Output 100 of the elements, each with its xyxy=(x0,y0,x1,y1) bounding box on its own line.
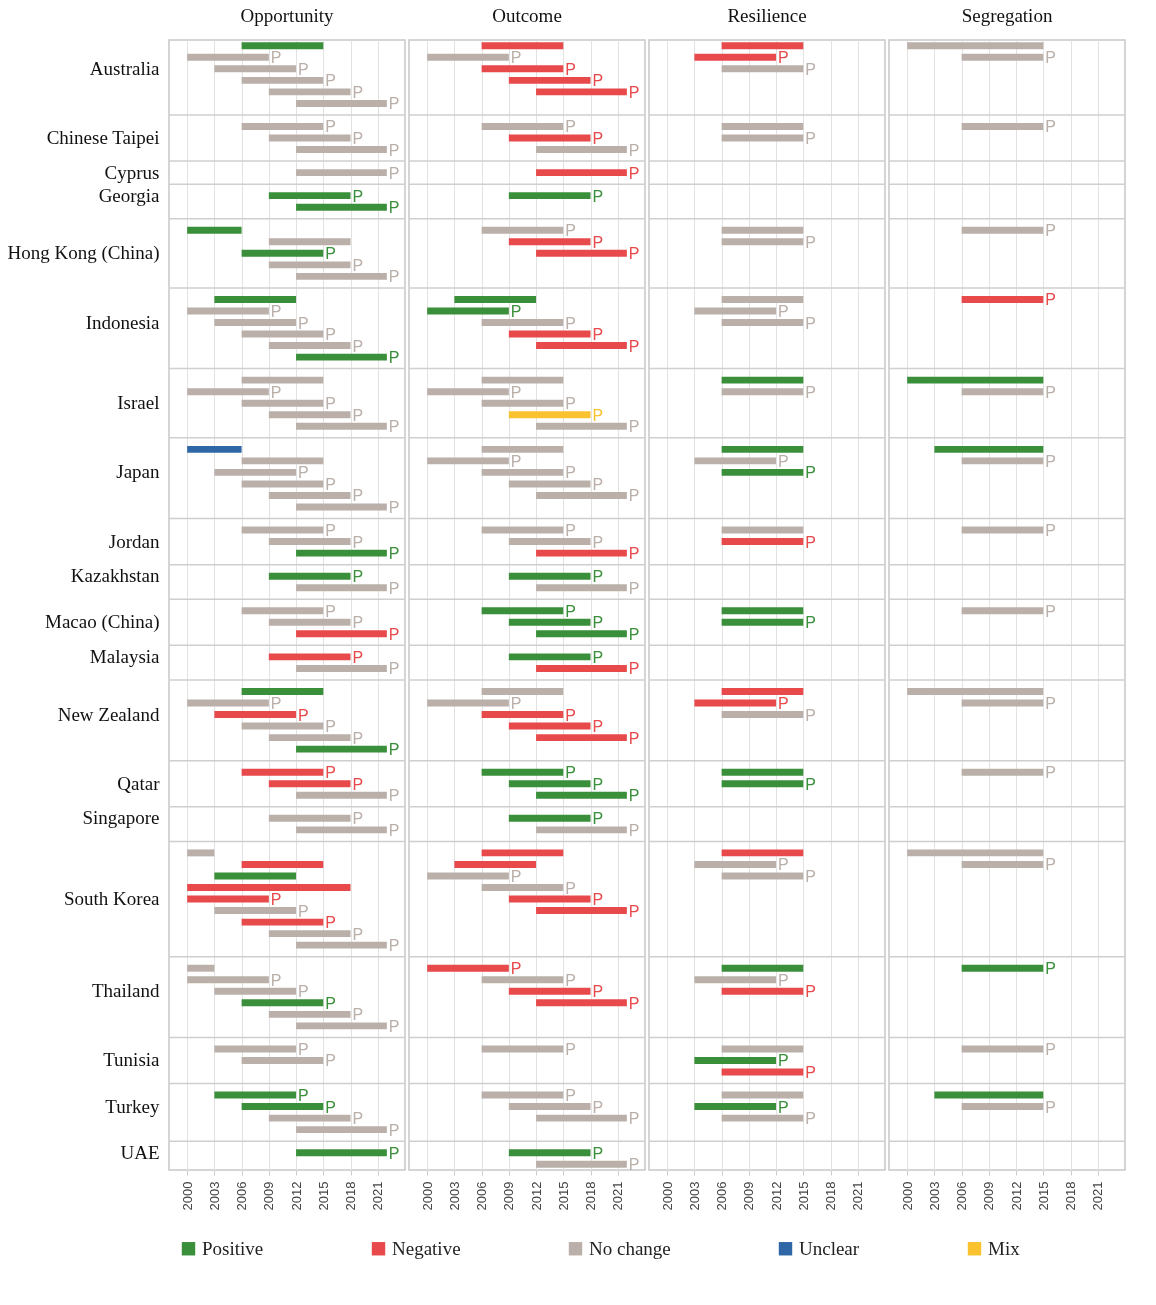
x-tick-label: 2000 xyxy=(419,1181,435,1211)
data-label: P xyxy=(510,452,522,470)
bar xyxy=(508,1103,591,1111)
data-label: P xyxy=(352,533,364,551)
bar xyxy=(268,653,351,661)
x-tick-label: 2015 xyxy=(555,1181,571,1211)
chart-title: Opportunity xyxy=(240,5,334,26)
data-label: P xyxy=(1045,452,1056,470)
bar xyxy=(296,664,387,672)
chart-title: Segregation xyxy=(961,5,1053,26)
bar xyxy=(481,1091,564,1099)
data-label: P xyxy=(270,891,282,909)
bar xyxy=(427,457,509,465)
bar xyxy=(268,814,351,822)
x-tick-label: 2000 xyxy=(899,1181,915,1211)
bar xyxy=(481,884,564,891)
data-label: P xyxy=(1045,695,1056,713)
y-tick-label: Turkey xyxy=(105,1095,160,1117)
data-label: P xyxy=(388,268,400,286)
bar xyxy=(296,203,387,211)
bar xyxy=(508,1149,591,1157)
bar xyxy=(214,1045,297,1053)
bar xyxy=(241,1103,324,1111)
data-label: P xyxy=(592,187,604,205)
data-label: P xyxy=(1045,856,1056,874)
bar xyxy=(508,653,591,661)
data-label: P xyxy=(270,695,282,713)
bar xyxy=(296,941,387,949)
data-label: P xyxy=(388,741,400,759)
y-tick-label: Chinese Taipei xyxy=(46,127,160,149)
data-label: P xyxy=(628,337,640,355)
bar xyxy=(241,526,324,534)
data-label: P xyxy=(628,625,640,643)
data-label: P xyxy=(325,718,336,736)
data-label: P xyxy=(628,729,640,747)
bar xyxy=(481,1045,564,1053)
data-label: P xyxy=(628,994,640,1012)
data-label: P xyxy=(352,487,364,505)
bar xyxy=(481,226,564,234)
bar xyxy=(241,42,324,50)
bar xyxy=(536,88,627,96)
legend-label: Unclear xyxy=(799,1237,860,1259)
data-label: P xyxy=(352,648,364,666)
y-tick-label: Georgia xyxy=(98,184,161,206)
data-label: P xyxy=(628,579,640,597)
data-label: P xyxy=(325,245,336,263)
data-label: P xyxy=(1045,764,1056,782)
data-label: P xyxy=(270,971,282,989)
data-label: P xyxy=(565,464,576,482)
bar xyxy=(296,353,387,361)
bar xyxy=(241,457,324,465)
data-label: P xyxy=(270,302,282,320)
data-label: P xyxy=(565,971,576,989)
y-tick-label: Thailand xyxy=(91,980,160,1002)
x-tick-label: 2012 xyxy=(528,1181,544,1211)
bar xyxy=(508,987,591,995)
data-label: P xyxy=(565,118,576,136)
data-label: P xyxy=(805,464,816,482)
bar xyxy=(268,572,351,580)
bar xyxy=(241,607,324,615)
y-tick-label: Israel xyxy=(117,392,160,414)
bar xyxy=(536,791,627,799)
bar xyxy=(427,964,509,972)
data-label: P xyxy=(388,625,400,643)
data-label: P xyxy=(325,326,336,344)
bar xyxy=(508,238,591,246)
bar xyxy=(268,192,351,200)
data-label: P xyxy=(592,326,604,344)
x-tick-label: 2018 xyxy=(343,1181,359,1211)
y-tick-label: Macao (China) xyxy=(45,611,160,634)
bar xyxy=(508,572,591,580)
x-tick-label: 2012 xyxy=(1008,1181,1024,1211)
bar xyxy=(268,342,351,350)
data-label: P xyxy=(298,314,309,332)
bar xyxy=(268,930,351,938)
data-label: P xyxy=(628,821,640,839)
data-label: P xyxy=(1045,960,1056,978)
x-tick-label: 2012 xyxy=(768,1181,784,1211)
data-label: P xyxy=(1045,602,1056,620)
bar xyxy=(214,711,297,718)
bar xyxy=(214,987,297,995)
bar xyxy=(536,664,627,672)
data-label: P xyxy=(628,164,640,182)
bar xyxy=(508,411,591,419)
bar xyxy=(508,780,591,788)
bar xyxy=(268,1010,351,1018)
bar xyxy=(296,422,387,430)
data-label: P xyxy=(592,648,604,666)
data-label: P xyxy=(298,464,309,482)
bar xyxy=(481,319,564,326)
bar xyxy=(241,76,324,84)
data-label: P xyxy=(325,475,336,493)
bar xyxy=(268,734,351,742)
x-tick-label: 2009 xyxy=(981,1181,997,1211)
data-label: P xyxy=(805,533,816,551)
data-label: P xyxy=(388,1121,400,1139)
bar xyxy=(214,295,297,303)
data-label: P xyxy=(510,302,522,320)
bar xyxy=(536,146,627,153)
bar xyxy=(241,376,324,384)
